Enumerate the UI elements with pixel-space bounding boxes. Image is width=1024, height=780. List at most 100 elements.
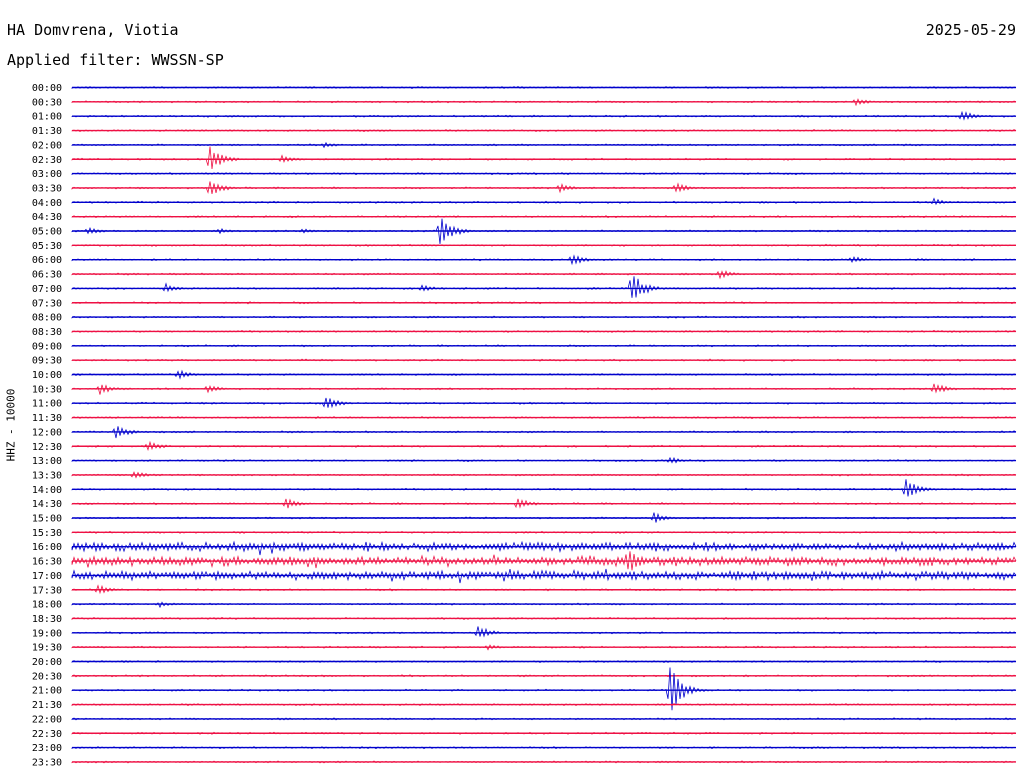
time-tick-label: 11:00	[32, 399, 62, 410]
trace-line	[71, 540, 1017, 556]
trace-line	[71, 98, 1017, 107]
time-tick-label: 09:00	[32, 341, 62, 352]
date-label: 2025-05-29	[925, 21, 1016, 39]
time-tick-label: 23:30	[32, 757, 62, 768]
trace-line	[71, 530, 1017, 534]
trace-line	[71, 358, 1017, 362]
time-tick-label: 05:30	[32, 241, 62, 252]
time-tick-label: 06:30	[32, 270, 62, 281]
time-tick-label: 22:00	[32, 714, 62, 725]
time-tick-label: 07:00	[32, 284, 62, 295]
time-tick-label: 06:00	[32, 255, 62, 266]
trace-line	[71, 659, 1017, 664]
trace-line	[71, 215, 1017, 219]
time-tick-label: 20:00	[32, 657, 62, 668]
trace-line	[71, 181, 1017, 194]
time-tick-label: 01:30	[32, 126, 62, 137]
time-tick-labels: 00:00 00:30 01:00 01:30 02:00 02:30 03:00 03:30…	[32, 83, 62, 768]
time-tick-label: 00:00	[32, 83, 62, 94]
time-tick-label: 18:30	[32, 614, 62, 625]
trace-line	[71, 667, 1017, 711]
trace-line	[71, 110, 1017, 121]
trace-line	[71, 616, 1017, 621]
time-tick-label: 13:00	[32, 456, 62, 467]
time-tick-label: 16:30	[32, 557, 62, 568]
time-tick-label: 01:00	[32, 112, 62, 123]
trace-line	[71, 731, 1017, 735]
trace-line	[71, 601, 1017, 609]
trace-line	[71, 703, 1017, 707]
time-tick-label: 12:00	[32, 427, 62, 438]
trace-line	[71, 456, 1017, 464]
time-tick-label: 18:00	[32, 600, 62, 611]
time-tick-label: 07:30	[32, 298, 62, 309]
trace-line	[71, 369, 1017, 380]
trace-line	[71, 717, 1017, 721]
time-tick-label: 08:30	[32, 327, 62, 338]
trace-line	[71, 626, 1017, 638]
time-tick-label: 12:30	[32, 442, 62, 453]
trace-line	[71, 172, 1017, 176]
trace-line	[71, 584, 1017, 595]
trace-line	[71, 644, 1017, 651]
time-tick-label: 21:30	[32, 700, 62, 711]
trace-line	[71, 254, 1017, 266]
time-tick-label: 15:30	[32, 528, 62, 539]
time-tick-label: 22:30	[32, 729, 62, 740]
time-tick-label: 02:00	[32, 140, 62, 151]
time-tick-label: 04:30	[32, 212, 62, 223]
trace-line	[71, 479, 1017, 497]
trace-line	[71, 416, 1017, 420]
trace-line	[71, 397, 1017, 409]
trace-line	[71, 568, 1017, 584]
trace-line	[71, 243, 1017, 247]
time-tick-label: 15:00	[32, 514, 62, 525]
time-tick-label: 20:30	[32, 671, 62, 682]
time-tick-label: 00:30	[32, 97, 62, 108]
trace-line	[71, 197, 1017, 206]
trace-line	[71, 426, 1017, 439]
trace-line	[71, 141, 1017, 149]
time-tick-label: 23:00	[32, 743, 62, 754]
trace-line	[71, 512, 1017, 523]
trace-line	[71, 218, 1017, 244]
time-tick-label: 16:00	[32, 542, 62, 553]
trace-line	[71, 276, 1017, 298]
trace-line	[71, 440, 1017, 451]
time-tick-label: 14:00	[32, 485, 62, 496]
time-tick-label: 21:00	[32, 686, 62, 697]
time-tick-label: 19:30	[32, 643, 62, 654]
time-tick-label: 10:30	[32, 384, 62, 395]
trace-line	[71, 301, 1017, 305]
trace-line	[71, 471, 1017, 479]
time-tick-label: 02:30	[32, 155, 62, 166]
time-tick-label: 05:00	[32, 227, 62, 238]
trace-line	[71, 760, 1017, 764]
trace-line	[71, 146, 1017, 170]
time-tick-label: 04:00	[32, 198, 62, 209]
trace-group	[71, 85, 1017, 764]
trace-line	[71, 270, 1017, 280]
time-tick-label: 11:30	[32, 413, 62, 424]
trace-line	[71, 383, 1017, 395]
trace-line	[71, 329, 1017, 333]
time-tick-label: 03:00	[32, 169, 62, 180]
trace-line	[71, 551, 1017, 571]
time-tick-label: 14:30	[32, 499, 62, 510]
trace-line	[71, 344, 1017, 348]
station-title: HA Domvrena, Viotia	[7, 21, 179, 39]
time-tick-label: 09:30	[32, 356, 62, 367]
time-tick-label: 10:00	[32, 370, 62, 381]
trace-line	[71, 674, 1017, 678]
trace-line	[71, 746, 1017, 750]
time-tick-label: 13:30	[32, 470, 62, 481]
trace-line	[71, 315, 1017, 319]
filter-label: Applied filter: WWSSN-SP	[7, 51, 224, 69]
time-tick-label: 17:30	[32, 585, 62, 596]
time-tick-label: 19:00	[32, 628, 62, 639]
trace-line	[71, 498, 1017, 509]
trace-line	[71, 128, 1017, 133]
time-tick-label: 17:00	[32, 571, 62, 582]
time-tick-label: 03:30	[32, 183, 62, 194]
